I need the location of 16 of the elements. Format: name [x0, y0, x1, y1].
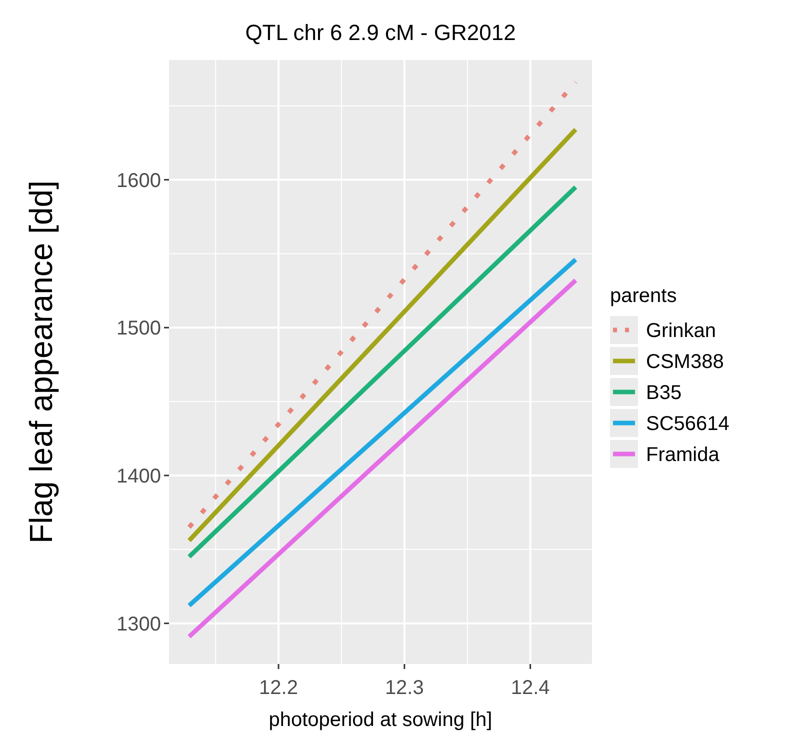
- y-tick-label: 1400: [116, 465, 161, 488]
- x-tick-label: 12.2: [259, 677, 298, 699]
- y-tick-label: 1500: [116, 318, 161, 340]
- y-axis-title: Flag leaf appearance [dd]: [23, 180, 59, 544]
- legend-title: parents: [610, 285, 677, 307]
- x-axis-title: photoperiod at sowing [h]: [268, 709, 492, 731]
- legend-label: B35: [646, 382, 682, 404]
- legend-label: Grinkan: [646, 320, 716, 342]
- x-tick-label: 12.4: [510, 677, 550, 699]
- chart-title: QTL chr 6 2.9 cM - GR2012: [245, 20, 516, 45]
- x-tick-label: 12.3: [384, 677, 424, 699]
- legend-label: CSM388: [646, 351, 724, 373]
- y-tick-label: 1300: [116, 613, 161, 636]
- y-tick-label: 1600: [116, 170, 161, 192]
- legend-label: SC56614: [646, 413, 730, 435]
- legend-label: Framida: [646, 444, 720, 466]
